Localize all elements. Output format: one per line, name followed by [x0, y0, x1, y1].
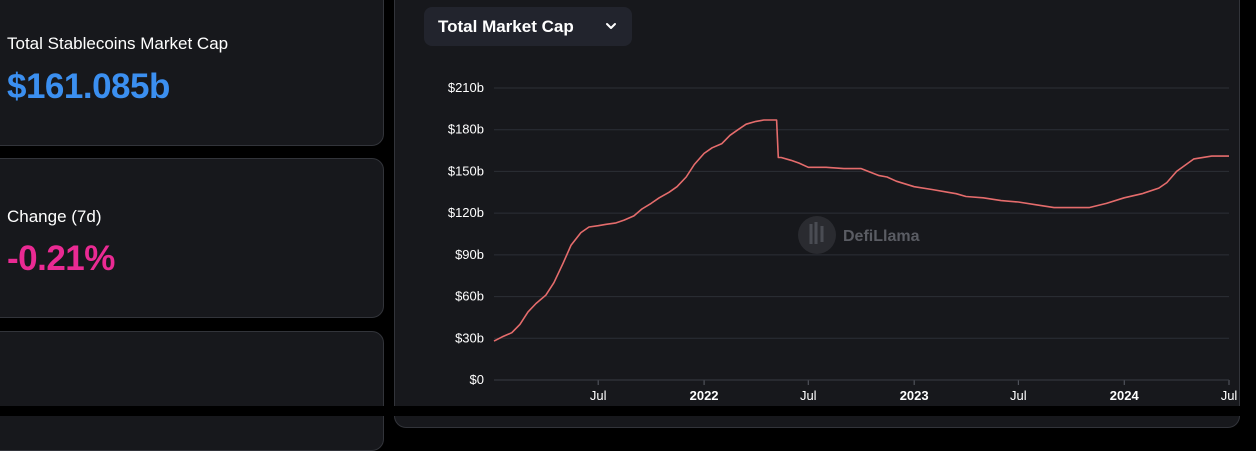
market-cap-label: Total Stablecoins Market Cap [7, 34, 229, 53]
chart-type-selector[interactable]: Total Market Cap [424, 7, 632, 46]
y-tick-label: $150b [448, 163, 484, 178]
x-axis-ticks: Jul 2022 Jul 2023 Jul 2024 Jul [590, 380, 1238, 403]
x-tick-label: Jul [590, 388, 607, 403]
x-tick-label: Jul [1010, 388, 1027, 403]
y-tick-label: $90b [455, 247, 484, 262]
market-cap-value: $161.085b [7, 67, 170, 106]
x-tick-label: Jul [1221, 388, 1238, 403]
y-tick-label: $30b [455, 330, 484, 345]
defillama-watermark: DefiLlama [798, 216, 920, 254]
x-tick-label: 2022 [690, 388, 719, 403]
chart-type-selector-label: Total Market Cap [438, 17, 574, 36]
y-tick-label: $120b [448, 205, 484, 220]
change-7d-value: -0.21% [7, 239, 115, 278]
y-tick-label: $60b [455, 289, 484, 304]
y-tick-label: $210b [448, 80, 484, 95]
chevron-down-icon [606, 23, 616, 29]
change-7d-card: Change (7d) -0.21% [0, 158, 384, 318]
x-tick-label: 2023 [900, 388, 929, 403]
y-axis-ticks: $210b $180b $150b $120b $90b $60b $30b $0 [448, 80, 484, 387]
market-cap-card: Total Stablecoins Market Cap $161.085b [0, 0, 384, 146]
y-tick-label: $0 [470, 372, 484, 387]
x-tick-label: Jul [800, 388, 817, 403]
y-tick-label: $180b [448, 122, 484, 137]
market-cap-chart: DefiLlama $210b $180b $150b $120b $90b $60b $3… [448, 80, 1238, 403]
series-line-total-market-cap [493, 119, 1229, 342]
defillama-watermark-text: DefiLlama [843, 228, 920, 245]
defillama-logo-mark [809, 222, 824, 244]
change-7d-label: Change (7d) [7, 207, 102, 226]
chart-gridlines [494, 87, 1229, 339]
x-tick-label: 2024 [1110, 388, 1140, 403]
bottom-edge [0, 406, 1256, 416]
